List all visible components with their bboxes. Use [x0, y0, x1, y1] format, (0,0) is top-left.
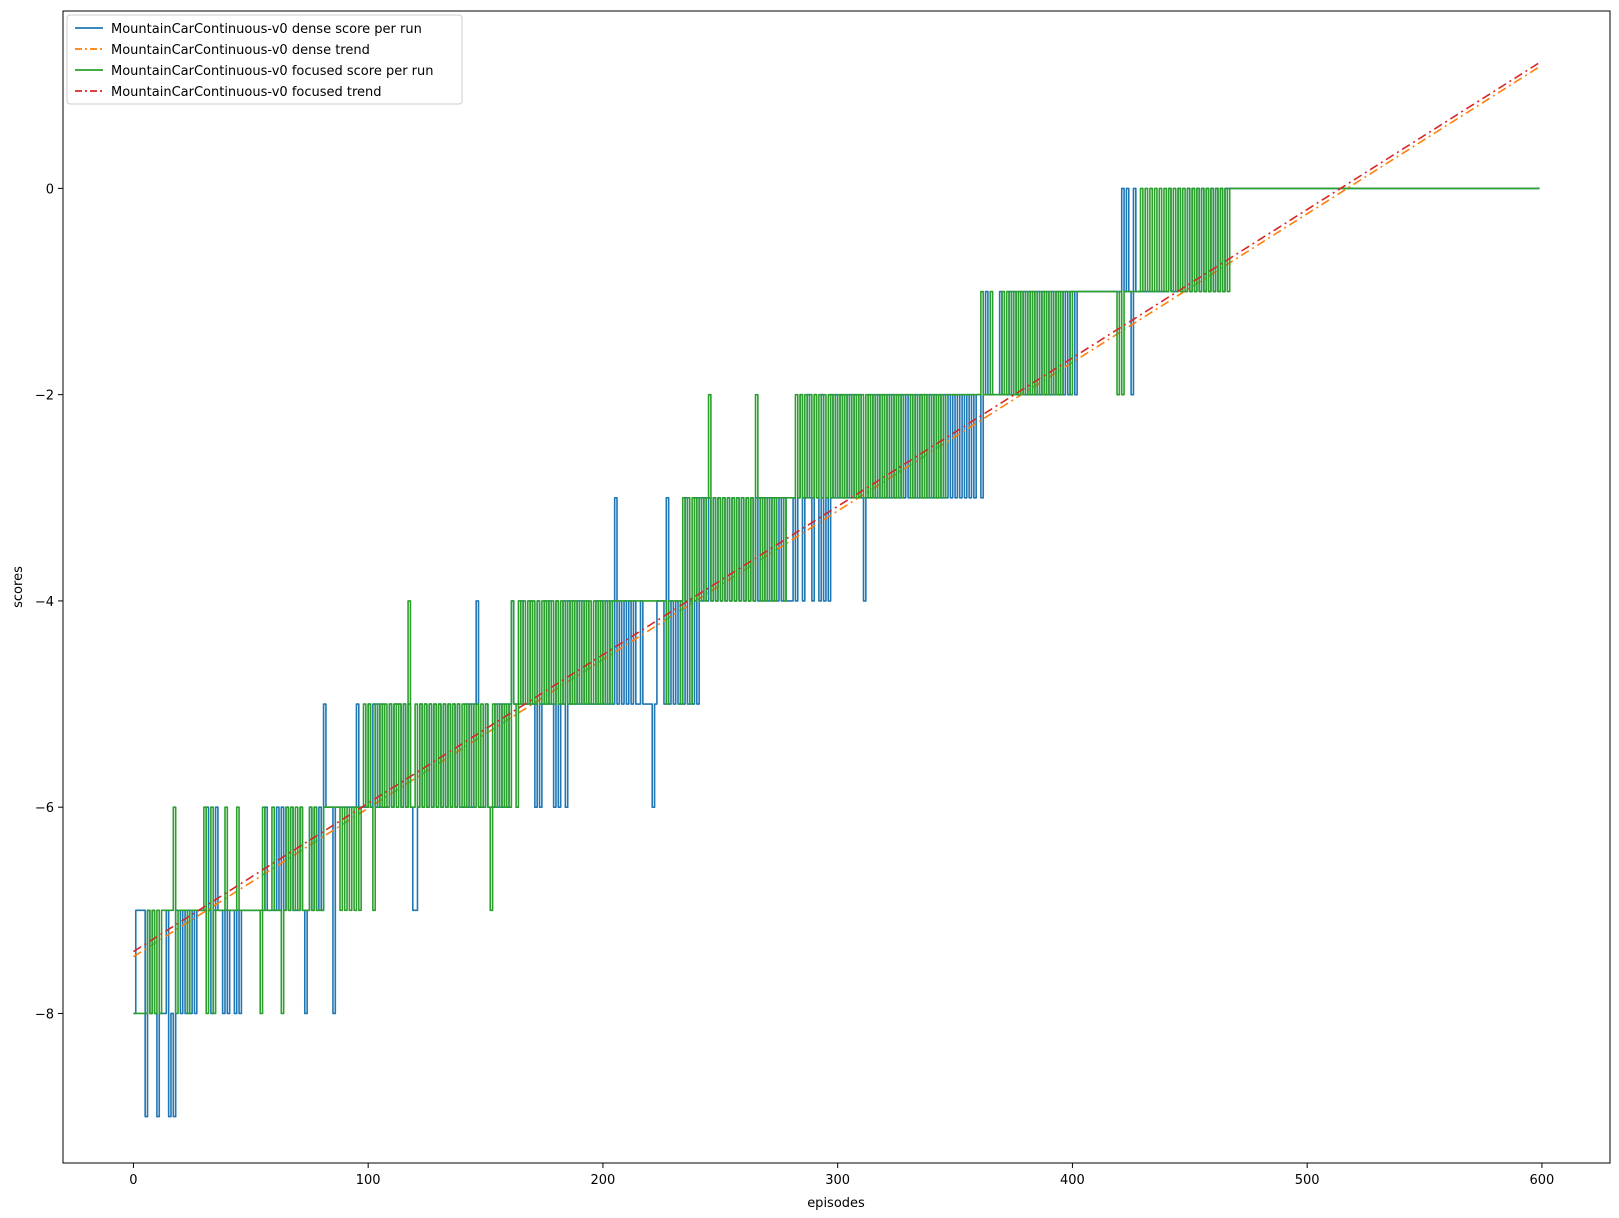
x-tick-label: 400 — [1060, 1173, 1085, 1188]
legend-label-1: MountainCarContinuous-v0 dense score per… — [111, 22, 422, 37]
x-tick-label: 200 — [591, 1173, 616, 1188]
y-tick-label: −4 — [35, 595, 54, 610]
y-tick-label: −8 — [35, 1007, 54, 1022]
y-axis-ticks: −8 −6 −4 −2 0 — [35, 182, 63, 1022]
series-line-3 — [133, 187, 1540, 1015]
plot-frame — [62, 10, 1611, 1164]
x-tick-label: 300 — [825, 1173, 850, 1188]
legend-label-4: MountainCarContinuous-v0 focused trend — [111, 85, 382, 100]
y-tick-label: −2 — [35, 389, 54, 404]
x-tick-label: 0 — [129, 1173, 137, 1188]
legend: MountainCarContinuous-v0 dense score per… — [66, 14, 463, 105]
y-axis-label: scores — [11, 566, 26, 608]
series-line-4 — [132, 61, 1541, 953]
series-layer — [132, 61, 1541, 1118]
x-axis-ticks: 0 100 200 300 400 500 600 — [129, 1163, 1554, 1188]
x-tick-label: 600 — [1530, 1173, 1555, 1188]
x-tick-label: 500 — [1295, 1173, 1320, 1188]
legend-label-2: MountainCarContinuous-v0 dense trend — [111, 43, 370, 58]
y-tick-label: 0 — [46, 182, 54, 197]
legend-label-3: MountainCarContinuous-v0 focused score p… — [111, 64, 434, 79]
x-tick-label: 100 — [356, 1173, 381, 1188]
y-tick-label: −6 — [35, 801, 54, 816]
x-axis-label: episodes — [807, 1196, 865, 1211]
legend-box — [66, 14, 463, 105]
